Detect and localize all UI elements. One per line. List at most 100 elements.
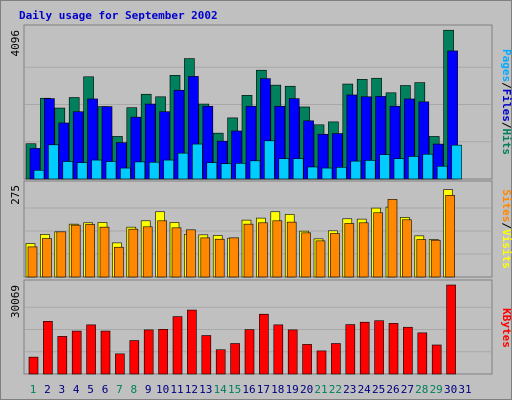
day-label-16: 16 — [242, 383, 255, 396]
day-label-26: 26 — [386, 383, 399, 396]
bar-kbytes-day-6 — [100, 330, 111, 375]
bar-pages-day-2 — [48, 144, 59, 180]
bar-kbytes-day-11 — [172, 316, 183, 375]
bar-kbytes-day-5 — [86, 324, 96, 375]
bar-pages-day-18 — [278, 158, 290, 180]
bar-pages-day-13 — [206, 162, 218, 180]
bar-sites-day-22 — [330, 233, 340, 278]
bar-sites-day-8 — [128, 228, 139, 278]
bar-kbytes-day-18 — [273, 324, 284, 375]
legend-entry: Visits — [500, 229, 512, 269]
panel-2-ymax-label: 275 — [9, 185, 22, 205]
day-label-6: 6 — [102, 383, 109, 396]
bar-sites-day-20 — [301, 232, 311, 278]
day-label-18: 18 — [271, 383, 284, 396]
bar-kbytes-day-22 — [331, 343, 341, 375]
day-label-2: 2 — [44, 383, 51, 396]
day-label-14: 14 — [214, 383, 228, 396]
bar-pages-day-11 — [177, 152, 189, 180]
bar-pages-day-4 — [76, 162, 88, 180]
bar-pages-day-24 — [364, 160, 376, 180]
panel-3-legend: KBytes — [500, 308, 512, 348]
bar-kbytes-day-8 — [129, 340, 140, 375]
day-label-24: 24 — [358, 383, 372, 396]
bar-kbytes-day-4 — [71, 330, 82, 375]
bar-sites-day-10 — [157, 220, 167, 278]
bar-kbytes-day-16 — [244, 329, 255, 375]
bar-pages-day-22 — [336, 167, 347, 180]
day-label-5: 5 — [87, 383, 94, 396]
bar-sites-day-25 — [373, 212, 383, 278]
bar-sites-day-16 — [243, 223, 254, 278]
bar-sites-day-27 — [402, 219, 412, 278]
bar-sites-day-7 — [114, 246, 124, 278]
bar-sites-day-19 — [286, 221, 297, 278]
bar-kbytes-day-12 — [187, 309, 197, 375]
legend-entry: KBytes — [500, 308, 512, 348]
legend-entry: / — [500, 82, 512, 89]
legend-entry: Pages — [500, 49, 512, 82]
panel-1-ymax-label: 4096 — [9, 30, 22, 57]
bar-kbytes-day-24 — [359, 321, 370, 375]
bar-kbytes-day-17 — [259, 313, 269, 375]
bar-sites-day-5 — [85, 224, 95, 278]
bar-kbytes-day-26 — [388, 323, 399, 375]
bar-pages-day-15 — [235, 163, 246, 180]
day-label-11: 11 — [170, 383, 183, 396]
day-label-8: 8 — [130, 383, 137, 396]
bar-kbytes-day-1 — [28, 356, 39, 375]
day-label-9: 9 — [145, 383, 152, 396]
bar-kbytes-day-7 — [115, 353, 125, 375]
bar-kbytes-day-21 — [316, 350, 327, 375]
bar-sites-day-3 — [56, 231, 67, 278]
day-label-30: 30 — [444, 383, 457, 396]
panel-3-ymax-label: 30069 — [9, 285, 22, 318]
bar-pages-day-23 — [350, 160, 362, 180]
bar-sites-day-14 — [214, 238, 225, 278]
bar-pages-day-1 — [33, 169, 45, 180]
bar-kbytes-day-13 — [201, 335, 212, 375]
bar-pages-day-27 — [408, 156, 419, 180]
day-label-1: 1 — [30, 383, 37, 396]
bar-kbytes-day-25 — [374, 320, 384, 375]
bar-sites-day-30 — [445, 195, 455, 278]
bar-sites-day-15 — [229, 237, 239, 278]
bar-pages-day-9 — [148, 161, 160, 180]
day-label-29: 29 — [430, 383, 443, 396]
bar-pages-day-25 — [379, 154, 390, 180]
bar-sites-day-1 — [27, 246, 38, 278]
legend-entry: Files — [500, 89, 512, 122]
bar-kbytes-day-3 — [57, 336, 68, 375]
bar-pages-day-5 — [91, 159, 102, 180]
bar-sites-day-12 — [186, 229, 196, 278]
bar-kbytes-day-14 — [215, 349, 226, 375]
bar-pages-day-20 — [307, 166, 318, 180]
legend-entry: Sites — [500, 189, 512, 222]
bar-kbytes-day-20 — [302, 344, 312, 375]
day-label-4: 4 — [73, 383, 80, 396]
day-label-27: 27 — [401, 383, 414, 396]
bar-sites-day-2 — [42, 238, 52, 278]
bar-kbytes-day-27 — [403, 326, 413, 375]
bar-pages-day-21 — [321, 167, 333, 180]
bar-sites-day-13 — [200, 237, 211, 278]
legend-entry: / — [500, 122, 512, 129]
day-label-22: 22 — [329, 383, 342, 396]
bar-pages-day-12 — [192, 143, 203, 180]
bar-kbytes-day-29 — [431, 344, 442, 375]
bar-pages-day-8 — [134, 161, 146, 180]
bar-pages-day-10 — [163, 159, 174, 180]
bar-sites-day-29 — [430, 239, 441, 278]
day-label-10: 10 — [156, 383, 169, 396]
day-label-15: 15 — [228, 383, 241, 396]
bar-pages-day-19 — [292, 158, 304, 180]
day-label-31: 31 — [458, 383, 471, 396]
bar-sites-day-21 — [315, 240, 326, 278]
bar-pages-day-7 — [120, 167, 131, 180]
bar-pages-day-16 — [249, 160, 261, 180]
day-label-23: 23 — [343, 383, 356, 396]
bar-pages-day-17 — [264, 140, 275, 180]
day-label-21: 21 — [314, 383, 327, 396]
bar-pages-day-30 — [451, 144, 462, 180]
day-label-13: 13 — [199, 383, 212, 396]
